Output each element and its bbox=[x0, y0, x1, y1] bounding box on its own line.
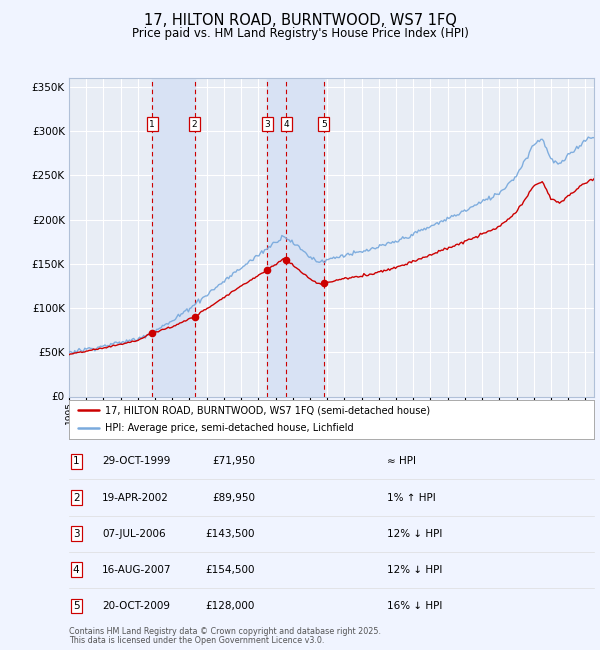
Text: ≈ HPI: ≈ HPI bbox=[387, 456, 416, 466]
Bar bbox=[152, 78, 194, 396]
Text: 07-JUL-2006: 07-JUL-2006 bbox=[102, 528, 166, 539]
Text: £71,950: £71,950 bbox=[212, 456, 255, 466]
Text: 1% ↑ HPI: 1% ↑ HPI bbox=[387, 493, 436, 502]
Text: 5: 5 bbox=[73, 601, 80, 611]
Text: 5: 5 bbox=[321, 120, 326, 129]
Text: 16-AUG-2007: 16-AUG-2007 bbox=[102, 565, 172, 575]
Text: HPI: Average price, semi-detached house, Lichfield: HPI: Average price, semi-detached house,… bbox=[105, 423, 353, 433]
Text: Contains HM Land Registry data © Crown copyright and database right 2025.: Contains HM Land Registry data © Crown c… bbox=[69, 627, 381, 636]
Text: £143,500: £143,500 bbox=[205, 528, 255, 539]
Text: 16% ↓ HPI: 16% ↓ HPI bbox=[387, 601, 442, 611]
Text: 19-APR-2002: 19-APR-2002 bbox=[102, 493, 169, 502]
Text: 4: 4 bbox=[284, 120, 289, 129]
Text: 17, HILTON ROAD, BURNTWOOD, WS7 1FQ (semi-detached house): 17, HILTON ROAD, BURNTWOOD, WS7 1FQ (sem… bbox=[105, 406, 430, 415]
Text: 2: 2 bbox=[192, 120, 197, 129]
Text: 1: 1 bbox=[149, 120, 155, 129]
Text: £154,500: £154,500 bbox=[205, 565, 255, 575]
Text: 3: 3 bbox=[265, 120, 270, 129]
Text: £89,950: £89,950 bbox=[212, 493, 255, 502]
Text: 12% ↓ HPI: 12% ↓ HPI bbox=[387, 528, 442, 539]
Text: 29-OCT-1999: 29-OCT-1999 bbox=[102, 456, 170, 466]
Text: This data is licensed under the Open Government Licence v3.0.: This data is licensed under the Open Gov… bbox=[69, 636, 325, 645]
Text: 1: 1 bbox=[73, 456, 80, 466]
Bar bbox=[267, 78, 324, 396]
Text: £128,000: £128,000 bbox=[206, 601, 255, 611]
Text: 4: 4 bbox=[73, 565, 80, 575]
Text: 12% ↓ HPI: 12% ↓ HPI bbox=[387, 565, 442, 575]
Text: 17, HILTON ROAD, BURNTWOOD, WS7 1FQ: 17, HILTON ROAD, BURNTWOOD, WS7 1FQ bbox=[143, 13, 457, 28]
Text: 20-OCT-2009: 20-OCT-2009 bbox=[102, 601, 170, 611]
Text: 3: 3 bbox=[73, 528, 80, 539]
Text: Price paid vs. HM Land Registry's House Price Index (HPI): Price paid vs. HM Land Registry's House … bbox=[131, 27, 469, 40]
Text: 2: 2 bbox=[73, 493, 80, 502]
